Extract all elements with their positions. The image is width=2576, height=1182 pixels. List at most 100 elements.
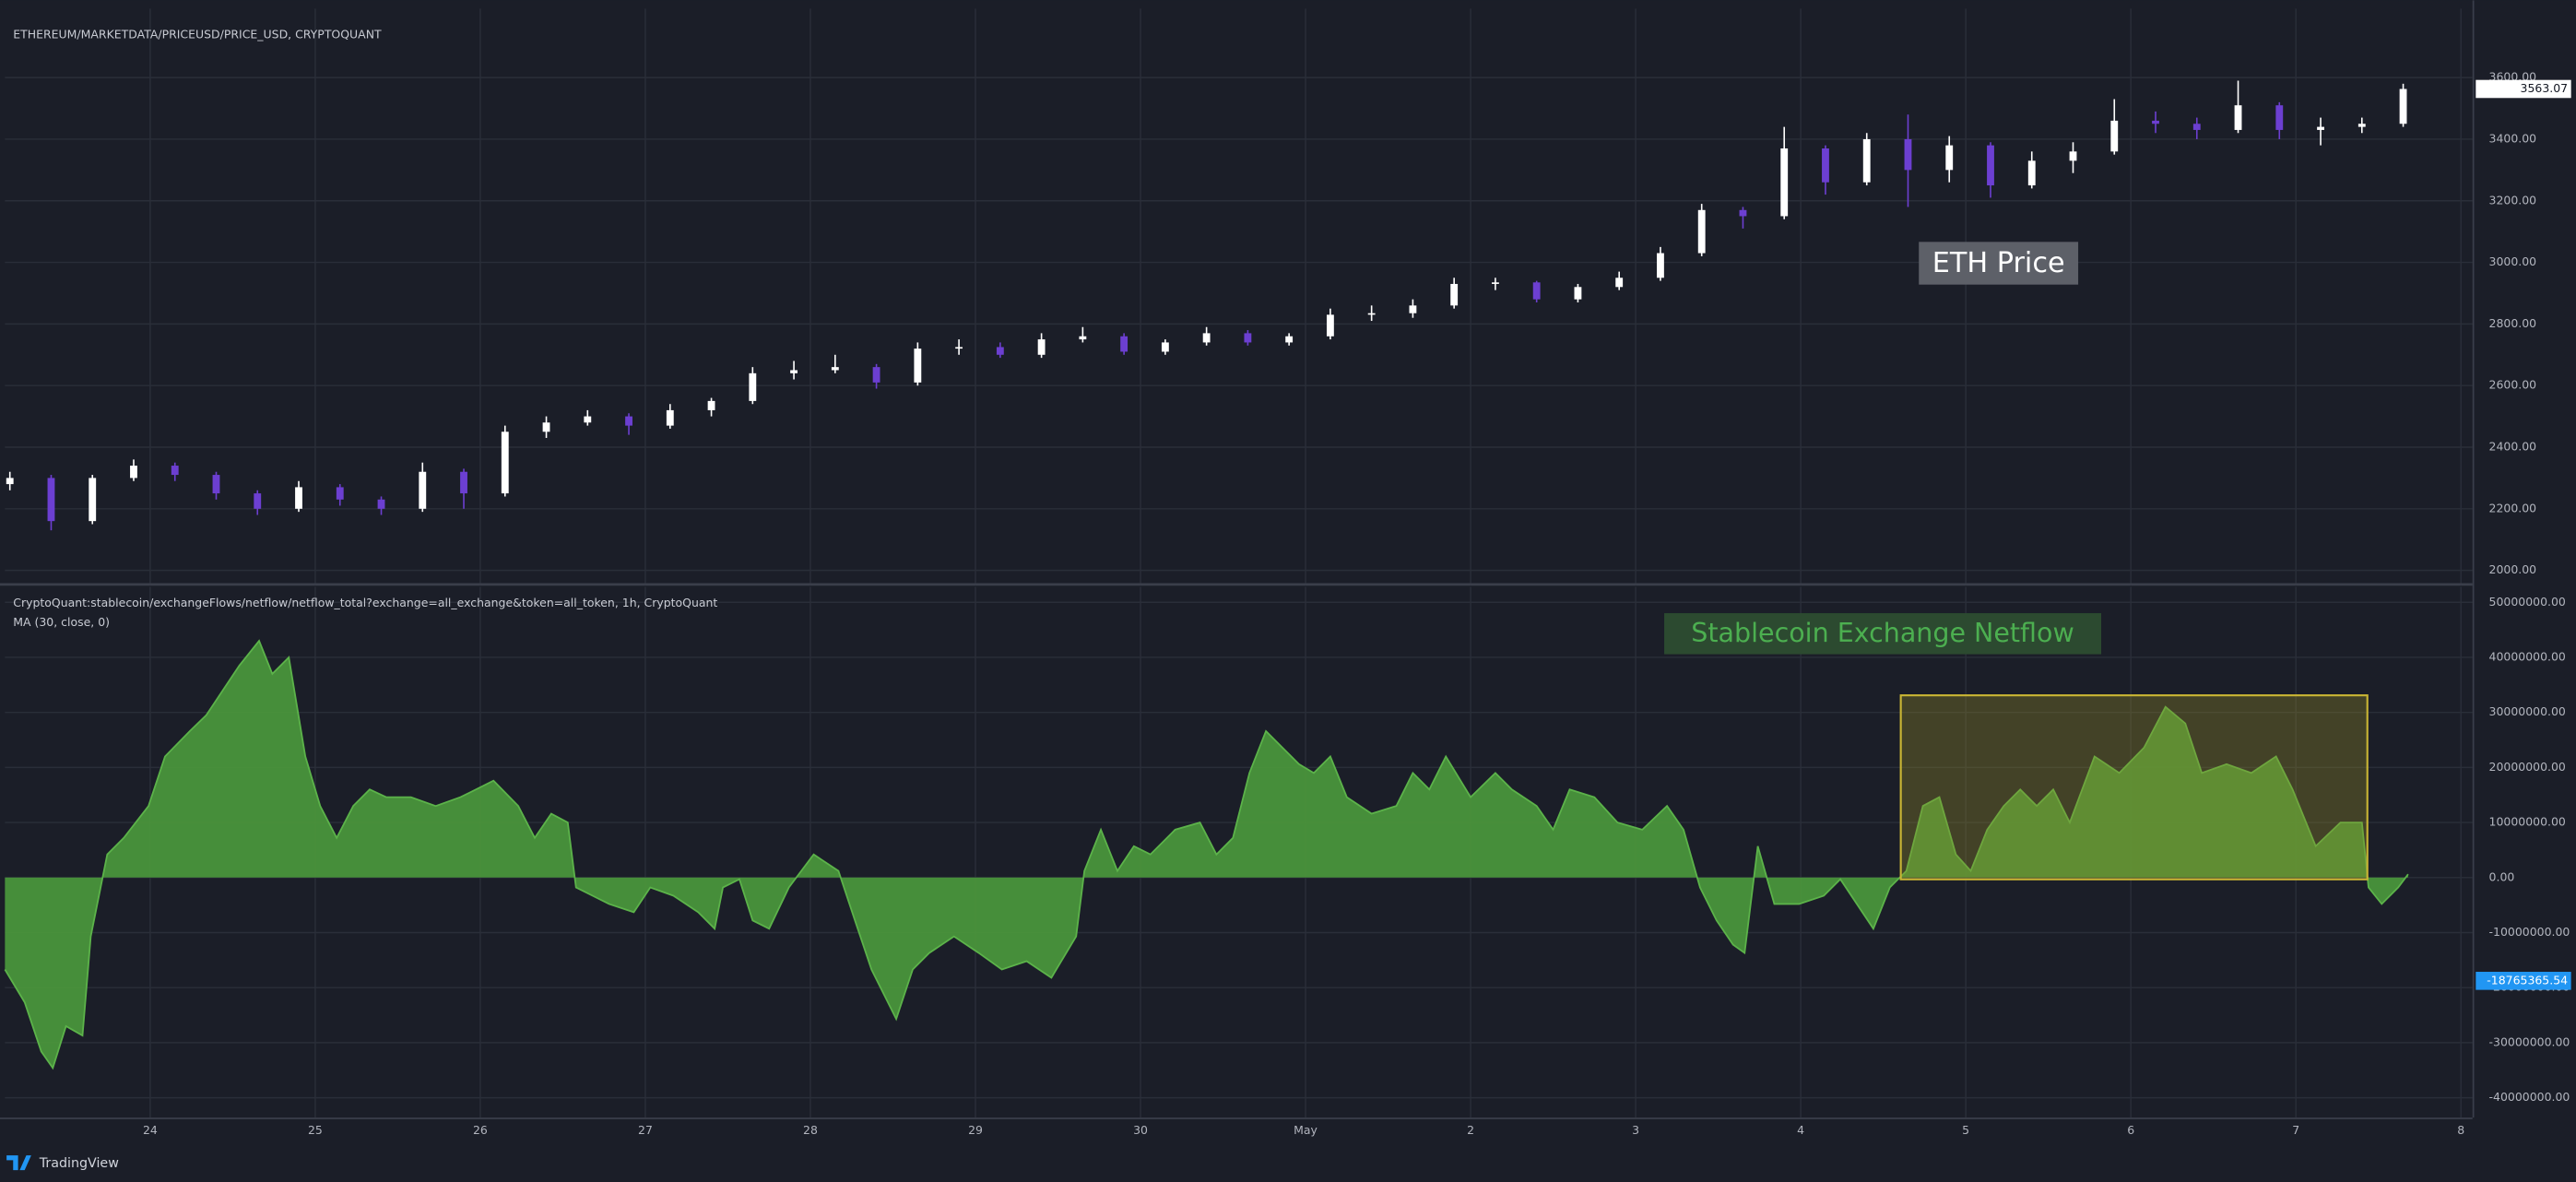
candle-body: [1739, 209, 1747, 217]
y-tick-label: 2400.00: [2489, 439, 2537, 453]
candle-body: [2027, 160, 2036, 186]
candle-body: [2234, 105, 2242, 130]
candle-body: [749, 372, 757, 401]
candle-body: [1037, 339, 1046, 355]
x-tick-label: 25: [308, 1123, 323, 1137]
x-tick-label: 6: [2127, 1123, 2134, 1137]
y-tick-label: 2600.00: [2489, 378, 2537, 392]
x-tick-label: 29: [968, 1123, 983, 1137]
candle-body: [6, 478, 14, 485]
y-tick-label: 3200.00: [2489, 193, 2537, 207]
candle-body: [1492, 282, 1499, 284]
y-tick-label: 10000000.00: [2489, 815, 2566, 829]
candle-body: [1574, 287, 1582, 300]
candle-body: [377, 499, 385, 509]
candle-body: [47, 478, 55, 522]
candle-body: [2317, 126, 2324, 130]
candle-body: [295, 487, 302, 509]
last-value-label: 3563.07: [2521, 81, 2569, 95]
x-tick-label: 27: [638, 1123, 653, 1137]
candle-body: [1120, 336, 1128, 352]
eth-price-label-box: [1919, 242, 2079, 285]
y-tick-label: 2000.00: [2489, 562, 2537, 576]
candle-body: [790, 370, 798, 373]
candle-body: [996, 347, 1004, 355]
candle-body: [2152, 120, 2159, 124]
candle-body: [914, 349, 922, 383]
last-value-box: [2476, 79, 2571, 99]
candle-body: [1697, 209, 1706, 254]
candle-body: [1822, 148, 1829, 183]
eth-price-label: ETH Price: [1932, 247, 2065, 279]
area-line: [4, 639, 2409, 1070]
candle-body: [1862, 138, 1871, 183]
candle-body: [171, 466, 179, 476]
x-tick-label: 26: [473, 1123, 488, 1137]
x-tick-label: 3: [1632, 1123, 1639, 1137]
candle-body: [89, 478, 97, 522]
candle-body: [584, 416, 592, 423]
candle-body: [955, 347, 963, 349]
y-tick-label: 2200.00: [2489, 501, 2537, 514]
candle-body: [501, 431, 509, 494]
y-tick-label: 20000000.00: [2489, 760, 2566, 774]
candle-body: [1285, 336, 1294, 343]
x-tick-label: 4: [1797, 1123, 1804, 1137]
candle-body: [1202, 333, 1211, 343]
y-tick-label: 50000000.00: [2489, 595, 2566, 609]
y-tick-label: -10000000.00: [2489, 925, 2570, 939]
brand-logo: [6, 1155, 31, 1171]
y-tick-label: -30000000.00: [2489, 1034, 2570, 1048]
candle-body: [1615, 278, 1624, 288]
candle-body: [130, 466, 137, 479]
candle-body: [831, 367, 839, 371]
candle-body: [419, 471, 427, 509]
x-tick-label: 8: [2457, 1123, 2464, 1137]
x-tick-label: May: [1294, 1123, 1318, 1137]
y-tick-label: 0.00: [2489, 869, 2515, 883]
candle-body: [2275, 105, 2284, 130]
candle-body: [872, 367, 880, 383]
candle-body: [1904, 138, 1912, 171]
candle-body: [1987, 145, 1994, 186]
candle-body: [1532, 282, 1541, 300]
last-value-box: [2476, 972, 2571, 990]
candle-body: [542, 422, 550, 432]
candle-body: [2399, 89, 2407, 124]
y-tick-label: 40000000.00: [2489, 649, 2566, 663]
y-tick-label: 2800.00: [2489, 316, 2537, 330]
candle-body: [666, 409, 674, 426]
y-tick-label: 3000.00: [2489, 254, 2537, 268]
candle-body: [2110, 120, 2119, 152]
area-fill: [5, 641, 2408, 1069]
candle-body: [460, 471, 467, 494]
candle-body: [1780, 148, 1789, 217]
candle-body: [1657, 253, 1664, 278]
candle-body: [2069, 151, 2077, 161]
candle-body: [1161, 342, 1169, 352]
candle-body: [1326, 314, 1334, 337]
marks-layer: [4, 80, 2409, 1070]
candle-body: [1450, 283, 1459, 306]
candle-body: [1409, 305, 1417, 313]
y-tick-label: -40000000.00: [2489, 1090, 2570, 1104]
x-tick-label: 5: [1962, 1123, 1969, 1137]
candle-body: [2357, 124, 2366, 127]
candle-body: [254, 493, 262, 509]
y-tick-label: 3400.00: [2489, 131, 2537, 145]
candle-body: [212, 475, 220, 494]
x-tick-label: 2: [1467, 1123, 1474, 1137]
candle-body: [2192, 124, 2201, 130]
highlight-box: [1899, 694, 2369, 881]
candle-body: [1079, 336, 1087, 340]
netflow-label: Stablecoin Exchange Netflow: [1691, 618, 2074, 648]
ma-label: MA (30, close, 0): [13, 615, 110, 629]
candle-body: [707, 400, 715, 410]
candle-body: [1945, 145, 1954, 171]
candle-body: [625, 416, 632, 426]
candle-body: [1367, 313, 1376, 315]
price-series-title: ETHEREUM/MARKETDATA/PRICEUSD/PRICE_USD, …: [13, 27, 382, 41]
